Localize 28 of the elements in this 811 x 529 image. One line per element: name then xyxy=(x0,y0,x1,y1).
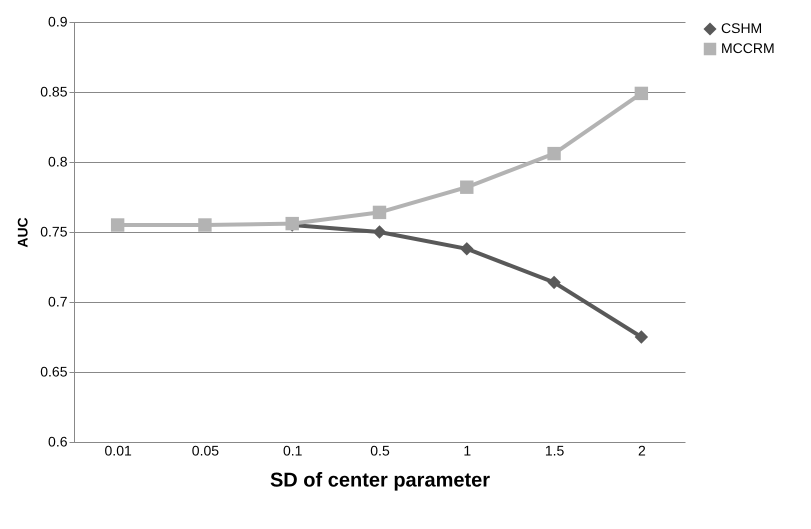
point xyxy=(110,218,124,232)
x-tick-label: 0.5 xyxy=(370,442,390,458)
point xyxy=(372,206,386,220)
y-tick-label: 0.85 xyxy=(40,84,68,100)
point xyxy=(372,225,386,239)
x-tick-label: 2 xyxy=(638,442,646,458)
y-tick-label: 0.75 xyxy=(40,224,68,240)
y-tick-label: 0.8 xyxy=(48,154,68,170)
x-tick-label: 0.1 xyxy=(282,442,303,458)
legend-label: CSHM xyxy=(721,20,762,36)
y-tick-label: 0.9 xyxy=(48,14,68,30)
y-tick-label: 0.65 xyxy=(40,364,68,380)
point xyxy=(634,330,648,344)
legend-label: MCCRM xyxy=(721,40,775,56)
point xyxy=(634,86,648,100)
point xyxy=(460,242,474,256)
y-tick-label: 0.7 xyxy=(48,294,68,310)
x-tick-label: 0.05 xyxy=(192,442,220,458)
x-axis-title: SD of center parameter xyxy=(270,470,490,492)
x-tick-label: 1.5 xyxy=(544,442,565,458)
y-axis-title: AUC xyxy=(14,217,30,248)
point xyxy=(198,218,212,232)
y-tick-label: 0.6 xyxy=(48,434,68,450)
point xyxy=(547,276,561,290)
point xyxy=(460,180,474,194)
x-tick-label: 1 xyxy=(463,442,472,458)
x-tick-label: 0.01 xyxy=(104,442,132,458)
point xyxy=(547,146,561,160)
